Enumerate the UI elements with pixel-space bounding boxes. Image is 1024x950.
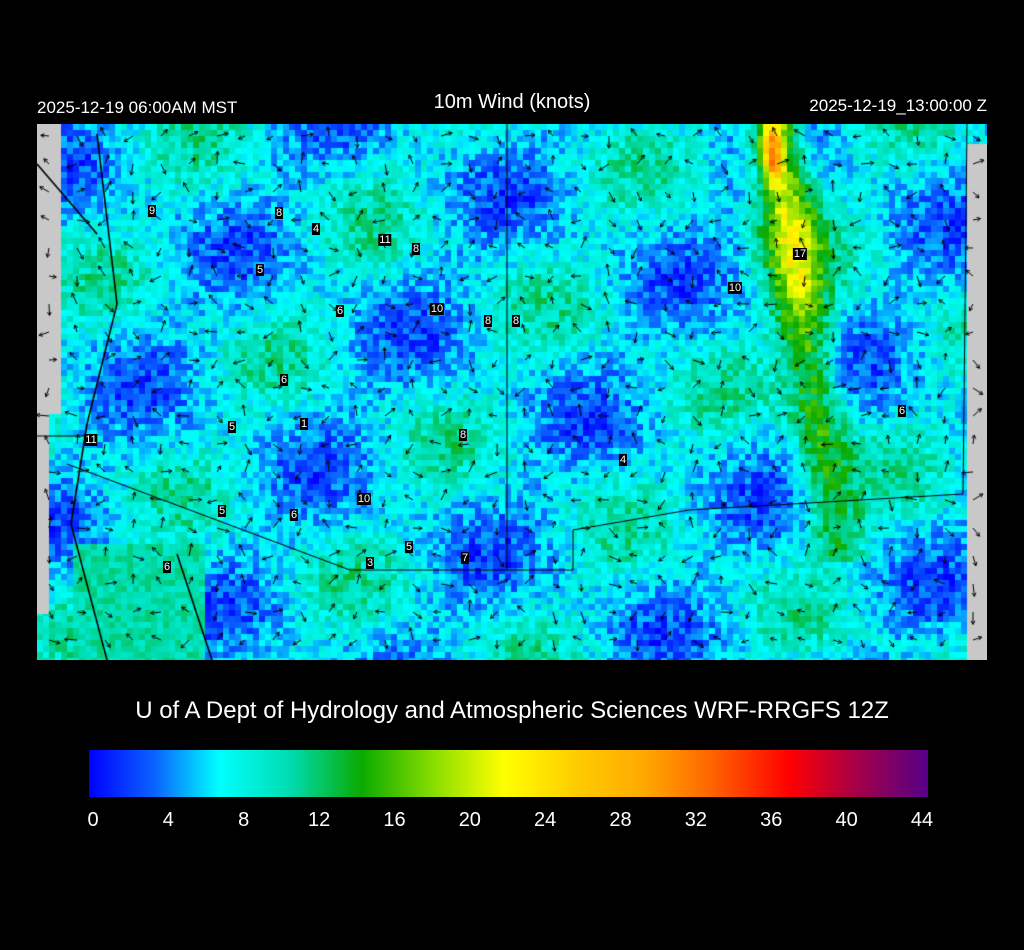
station-wind-value: 6 — [335, 305, 345, 317]
station-wind-value: 9 — [147, 205, 157, 217]
station-wind-value: 6 — [279, 374, 289, 386]
station-wind-value: 4 — [311, 223, 321, 235]
station-wind-value: 3 — [365, 557, 375, 569]
station-wind-value: 6 — [162, 561, 172, 573]
colorbar-tick-label: 32 — [684, 809, 708, 831]
map-title: 10m Wind (knots) — [433, 91, 591, 113]
station-wind-value: 5 — [404, 541, 414, 553]
station-wind-value: 5 — [255, 264, 265, 276]
station-wind-value: 10 — [727, 282, 743, 294]
station-wind-value: 17 — [792, 248, 808, 260]
local-time-label: 2025-12-19 06:00AM MST — [37, 98, 238, 117]
station-wind-value: 4 — [618, 454, 628, 466]
colorbar-tick-label: 8 — [238, 809, 250, 831]
colorbar-tick-label: 24 — [534, 809, 557, 831]
colorbar-tick-label: 40 — [835, 809, 858, 831]
colorbar-tick-label: 28 — [609, 809, 632, 831]
station-wind-value: 8 — [411, 243, 421, 255]
colorbar-tick-label: 12 — [307, 809, 331, 831]
wind-speed-map — [37, 124, 987, 660]
station-wind-value: 8 — [458, 429, 468, 441]
station-wind-value: 11 — [84, 434, 98, 446]
station-wind-value: 8 — [483, 315, 493, 327]
station-wind-value: 6 — [897, 405, 907, 417]
colorbar-tick-label: 44 — [910, 809, 934, 831]
station-wind-value: 1 — [299, 418, 309, 430]
station-wind-value: 10 — [356, 493, 372, 505]
station-wind-value: 10 — [429, 303, 445, 315]
colorbar-tick-label: 0 — [87, 809, 99, 831]
colorbar-tick-label: 20 — [458, 809, 481, 831]
station-wind-value: 7 — [460, 552, 470, 564]
wind-field-canvas — [37, 124, 987, 660]
model-credit: U of A Dept of Hydrology and Atmospheric… — [135, 697, 889, 724]
colorbar-tick-label: 36 — [760, 809, 783, 831]
valid-time-label: 2025-12-19_13:00:00 Z — [809, 96, 987, 115]
colorbar — [89, 750, 928, 797]
station-wind-value: 5 — [217, 505, 227, 517]
station-wind-value: 8 — [274, 207, 284, 219]
station-wind-value: 5 — [227, 421, 237, 433]
station-wind-value: 8 — [511, 315, 521, 327]
colorbar-tick-label: 4 — [162, 809, 174, 831]
station-wind-value: 6 — [289, 509, 299, 521]
station-wind-value: 11 — [378, 234, 392, 246]
colorbar-tick-label: 16 — [383, 809, 406, 831]
